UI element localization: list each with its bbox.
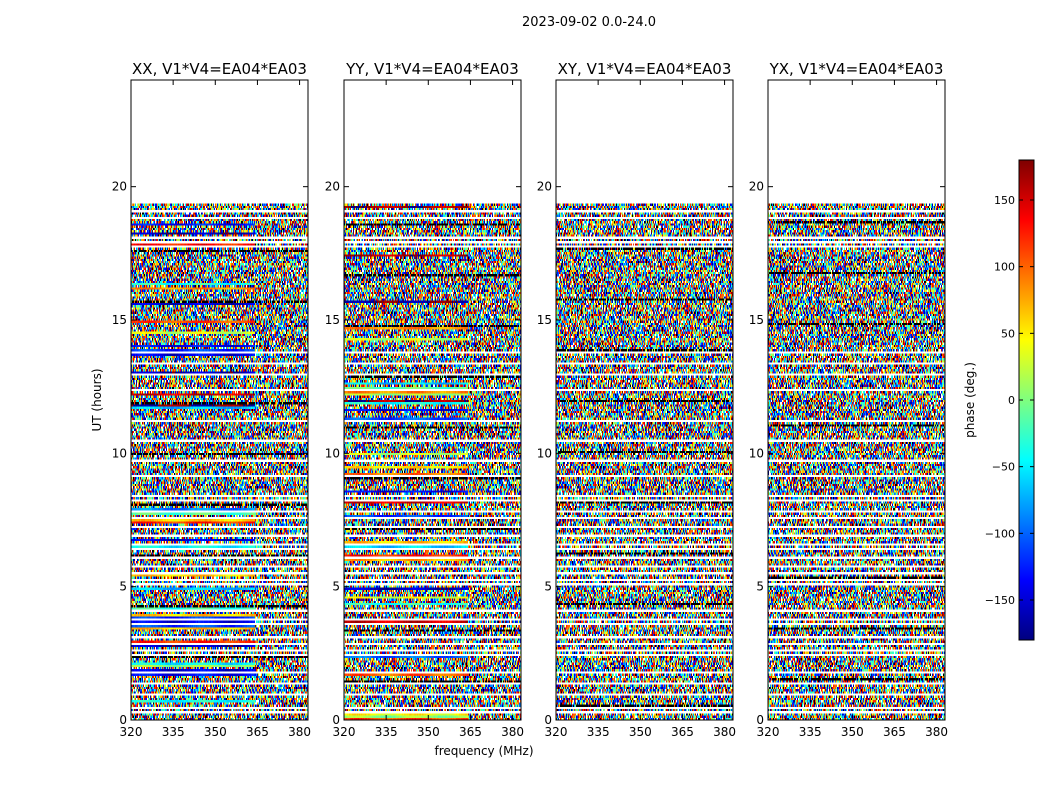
- panel-title: XX, V1*V4=EA04*EA03: [132, 60, 307, 78]
- panel-3: XY, V1*V4=EA04*EA03 320 335 350 365 380 0 5 10 15…: [537, 60, 736, 739]
- panels-group: XX, V1*V4=EA04*EA03 320 335 350 365 380 0 5 10 15…: [112, 60, 948, 739]
- figure-suptitle: 2023-09-02 0.0-24.0: [522, 15, 656, 30]
- phase-heatmap: [768, 80, 945, 720]
- colorbar-tick-label: −150: [985, 594, 1015, 607]
- panel-frame: [343, 79, 522, 721]
- colorbar: −150 −100 −50 0 50 100 150: [985, 159, 1035, 641]
- x-tick-label: 365: [883, 725, 906, 739]
- x-tick-label: 380: [925, 725, 948, 739]
- x-tick-label: 350: [204, 725, 227, 739]
- y-tick-label: 20: [537, 180, 552, 194]
- y-tick-label: 15: [537, 313, 552, 327]
- panel-title: YY, V1*V4=EA04*EA03: [345, 60, 519, 78]
- x-tick-label: 335: [375, 725, 398, 739]
- colorbar-tick-label: −100: [985, 527, 1015, 540]
- x-tick-label: 380: [501, 725, 524, 739]
- x-tick-label: 350: [841, 725, 864, 739]
- y-tick-label: 20: [749, 180, 764, 194]
- colorbar-tick-label: −50: [992, 461, 1015, 474]
- y-tick-label: 5: [332, 580, 340, 594]
- x-tick-label: 335: [162, 725, 185, 739]
- y-tick-label: 0: [119, 713, 127, 727]
- y-tick-label: 20: [325, 180, 340, 194]
- x-tick-label: 350: [629, 725, 652, 739]
- y-tick-label: 20: [112, 180, 127, 194]
- x-tick-label: 380: [713, 725, 736, 739]
- colorbar-tick-label: 100: [994, 261, 1015, 274]
- x-tick-label: 365: [459, 725, 482, 739]
- panel-title: XY, V1*V4=EA04*EA03: [558, 60, 732, 78]
- phase-heatmap: [344, 80, 521, 720]
- colorbar-tick-label: 0: [1008, 394, 1015, 407]
- y-tick-label: 15: [749, 313, 764, 327]
- x-tick-label: 365: [671, 725, 694, 739]
- panel-title: YX, V1*V4=EA04*EA03: [769, 60, 944, 78]
- x-tick-label: 320: [757, 725, 780, 739]
- panel-4: YX, V1*V4=EA04*EA03 320 335 350 365 380 0 5 10 15…: [749, 60, 948, 739]
- y-tick-label: 15: [112, 313, 127, 327]
- y-tick-label: 5: [544, 580, 552, 594]
- x-tick-label: 320: [333, 725, 356, 739]
- y-tick-label: 10: [325, 446, 340, 460]
- y-tick-label: 0: [544, 713, 552, 727]
- y-tick-label: 0: [756, 713, 764, 727]
- x-tick-label: 380: [288, 725, 311, 739]
- colorbar-label: phase (deg.): [963, 362, 977, 438]
- x-tick-label: 350: [417, 725, 440, 739]
- x-tick-label: 335: [587, 725, 610, 739]
- phase-heatmap: [131, 80, 308, 720]
- phase-heatmap: [556, 80, 733, 720]
- y-axis-label: UT (hours): [90, 368, 104, 431]
- x-tick-label: 320: [545, 725, 568, 739]
- colorbar-tick-label: 50: [1001, 327, 1015, 340]
- x-tick-label: 365: [246, 725, 269, 739]
- x-tick-label: 335: [799, 725, 822, 739]
- panel-frame: [130, 79, 309, 721]
- y-tick-label: 5: [756, 580, 764, 594]
- y-tick-label: 10: [749, 446, 764, 460]
- panel-frame: [767, 79, 946, 721]
- panel-2: YY, V1*V4=EA04*EA03 320 335 350 365 380 0 5 10 15…: [325, 60, 524, 739]
- colorbar-tick-label: 150: [994, 194, 1015, 207]
- x-tick-label: 320: [120, 725, 143, 739]
- panel-frame: [555, 79, 734, 721]
- x-axis-label: frequency (MHz): [434, 744, 533, 758]
- y-tick-label: 0: [332, 713, 340, 727]
- y-tick-label: 5: [119, 580, 127, 594]
- y-tick-label: 10: [537, 446, 552, 460]
- y-tick-label: 15: [325, 313, 340, 327]
- panel-1: XX, V1*V4=EA04*EA03 320 335 350 365 380 0 5 10 15…: [112, 60, 311, 739]
- y-tick-label: 10: [112, 446, 127, 460]
